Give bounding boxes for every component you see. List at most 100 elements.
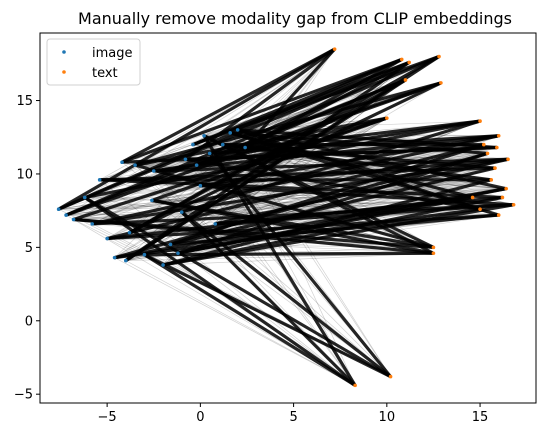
text-point [511, 202, 516, 207]
series-image-points [56, 128, 247, 267]
connection-line [244, 60, 410, 149]
text-point [470, 195, 475, 200]
connection-line [180, 210, 357, 387]
x-axis: −5 0 5 10 15 [98, 403, 489, 425]
text-point [504, 186, 508, 191]
image-point [161, 263, 165, 267]
connection-line [237, 128, 481, 211]
image-point [105, 236, 109, 241]
text-point [481, 142, 486, 147]
text-point [332, 47, 337, 51]
connection-lines-dark [57, 47, 514, 387]
text-point [431, 245, 436, 250]
image-point [198, 183, 203, 188]
connection-line [143, 253, 356, 387]
legend-box [46, 38, 141, 86]
plot-frame [39, 32, 537, 404]
image-point [123, 258, 128, 263]
image-point [90, 222, 95, 226]
connection-line [200, 184, 514, 207]
connection-line [243, 48, 336, 149]
text-point [439, 81, 443, 85]
image-point [228, 131, 232, 135]
legend-label-image: image [92, 46, 133, 61]
connection-line [192, 54, 440, 147]
connection-line [151, 198, 434, 255]
connection-line [229, 131, 474, 199]
connection-line [214, 157, 509, 226]
text-point [431, 251, 436, 256]
connection-line [121, 57, 403, 164]
text-point [495, 145, 499, 150]
text-point [478, 207, 482, 211]
y-tick-label: 5 [25, 241, 33, 256]
text-point [399, 57, 404, 62]
text-point [496, 133, 501, 138]
image-point [112, 255, 117, 260]
text-point [489, 178, 494, 182]
connection-line [143, 253, 392, 379]
image-point [64, 213, 68, 217]
connection-line [125, 260, 356, 386]
image-point [150, 198, 154, 203]
connection-line [144, 251, 434, 257]
image-point [194, 163, 199, 167]
text-point [403, 78, 408, 82]
connection-line [196, 164, 356, 386]
image-point [179, 210, 184, 214]
text-point [353, 383, 357, 388]
image-point [202, 133, 206, 138]
legend-marker-image [62, 50, 66, 54]
image-point [56, 207, 61, 211]
text-point [506, 157, 510, 162]
image-point [235, 128, 240, 132]
connection-line [128, 78, 407, 235]
legend-marker-text [62, 70, 66, 74]
image-point [71, 217, 76, 222]
image-point [207, 151, 212, 156]
image-point [133, 163, 137, 167]
image-point [151, 169, 156, 173]
connection-line [180, 210, 392, 378]
text-point [407, 60, 412, 65]
text-point [500, 195, 505, 200]
connection-line [57, 47, 336, 211]
connection-line [83, 196, 392, 378]
image-point [168, 242, 173, 247]
text-point [493, 166, 497, 170]
connection-line [200, 157, 509, 188]
image-point [220, 142, 225, 147]
connection-line [114, 257, 356, 386]
image-point [191, 142, 195, 147]
text-point [496, 213, 501, 217]
series-text-points [332, 47, 516, 388]
x-tick-label: 10 [379, 410, 396, 425]
image-point [142, 252, 147, 257]
image-point [97, 178, 102, 182]
connection-line [170, 166, 496, 246]
chart-title: Manually remove modality gap from CLIP e… [78, 9, 512, 28]
y-tick-label: 15 [16, 94, 33, 109]
text-point [437, 54, 441, 59]
text-point [388, 374, 393, 379]
connection-line [128, 81, 442, 235]
connection-line [208, 152, 392, 378]
connection-line [151, 116, 388, 202]
image-point [82, 195, 87, 200]
connection-line [200, 134, 499, 188]
x-tick-label: 0 [196, 410, 204, 425]
connection-line [237, 128, 507, 191]
connection-line [184, 47, 336, 161]
connection-line [163, 252, 434, 266]
text-point [478, 119, 482, 123]
image-point [120, 160, 124, 165]
x-tick-label: 5 [289, 410, 297, 425]
y-tick-label: 10 [16, 167, 33, 182]
y-axis: −5 0 5 10 15 [14, 94, 40, 403]
image-point [183, 157, 188, 162]
image-point [176, 251, 180, 256]
x-tick-label: 15 [472, 410, 489, 425]
x-tick-label: −5 [98, 410, 117, 425]
connection-line [134, 163, 434, 249]
